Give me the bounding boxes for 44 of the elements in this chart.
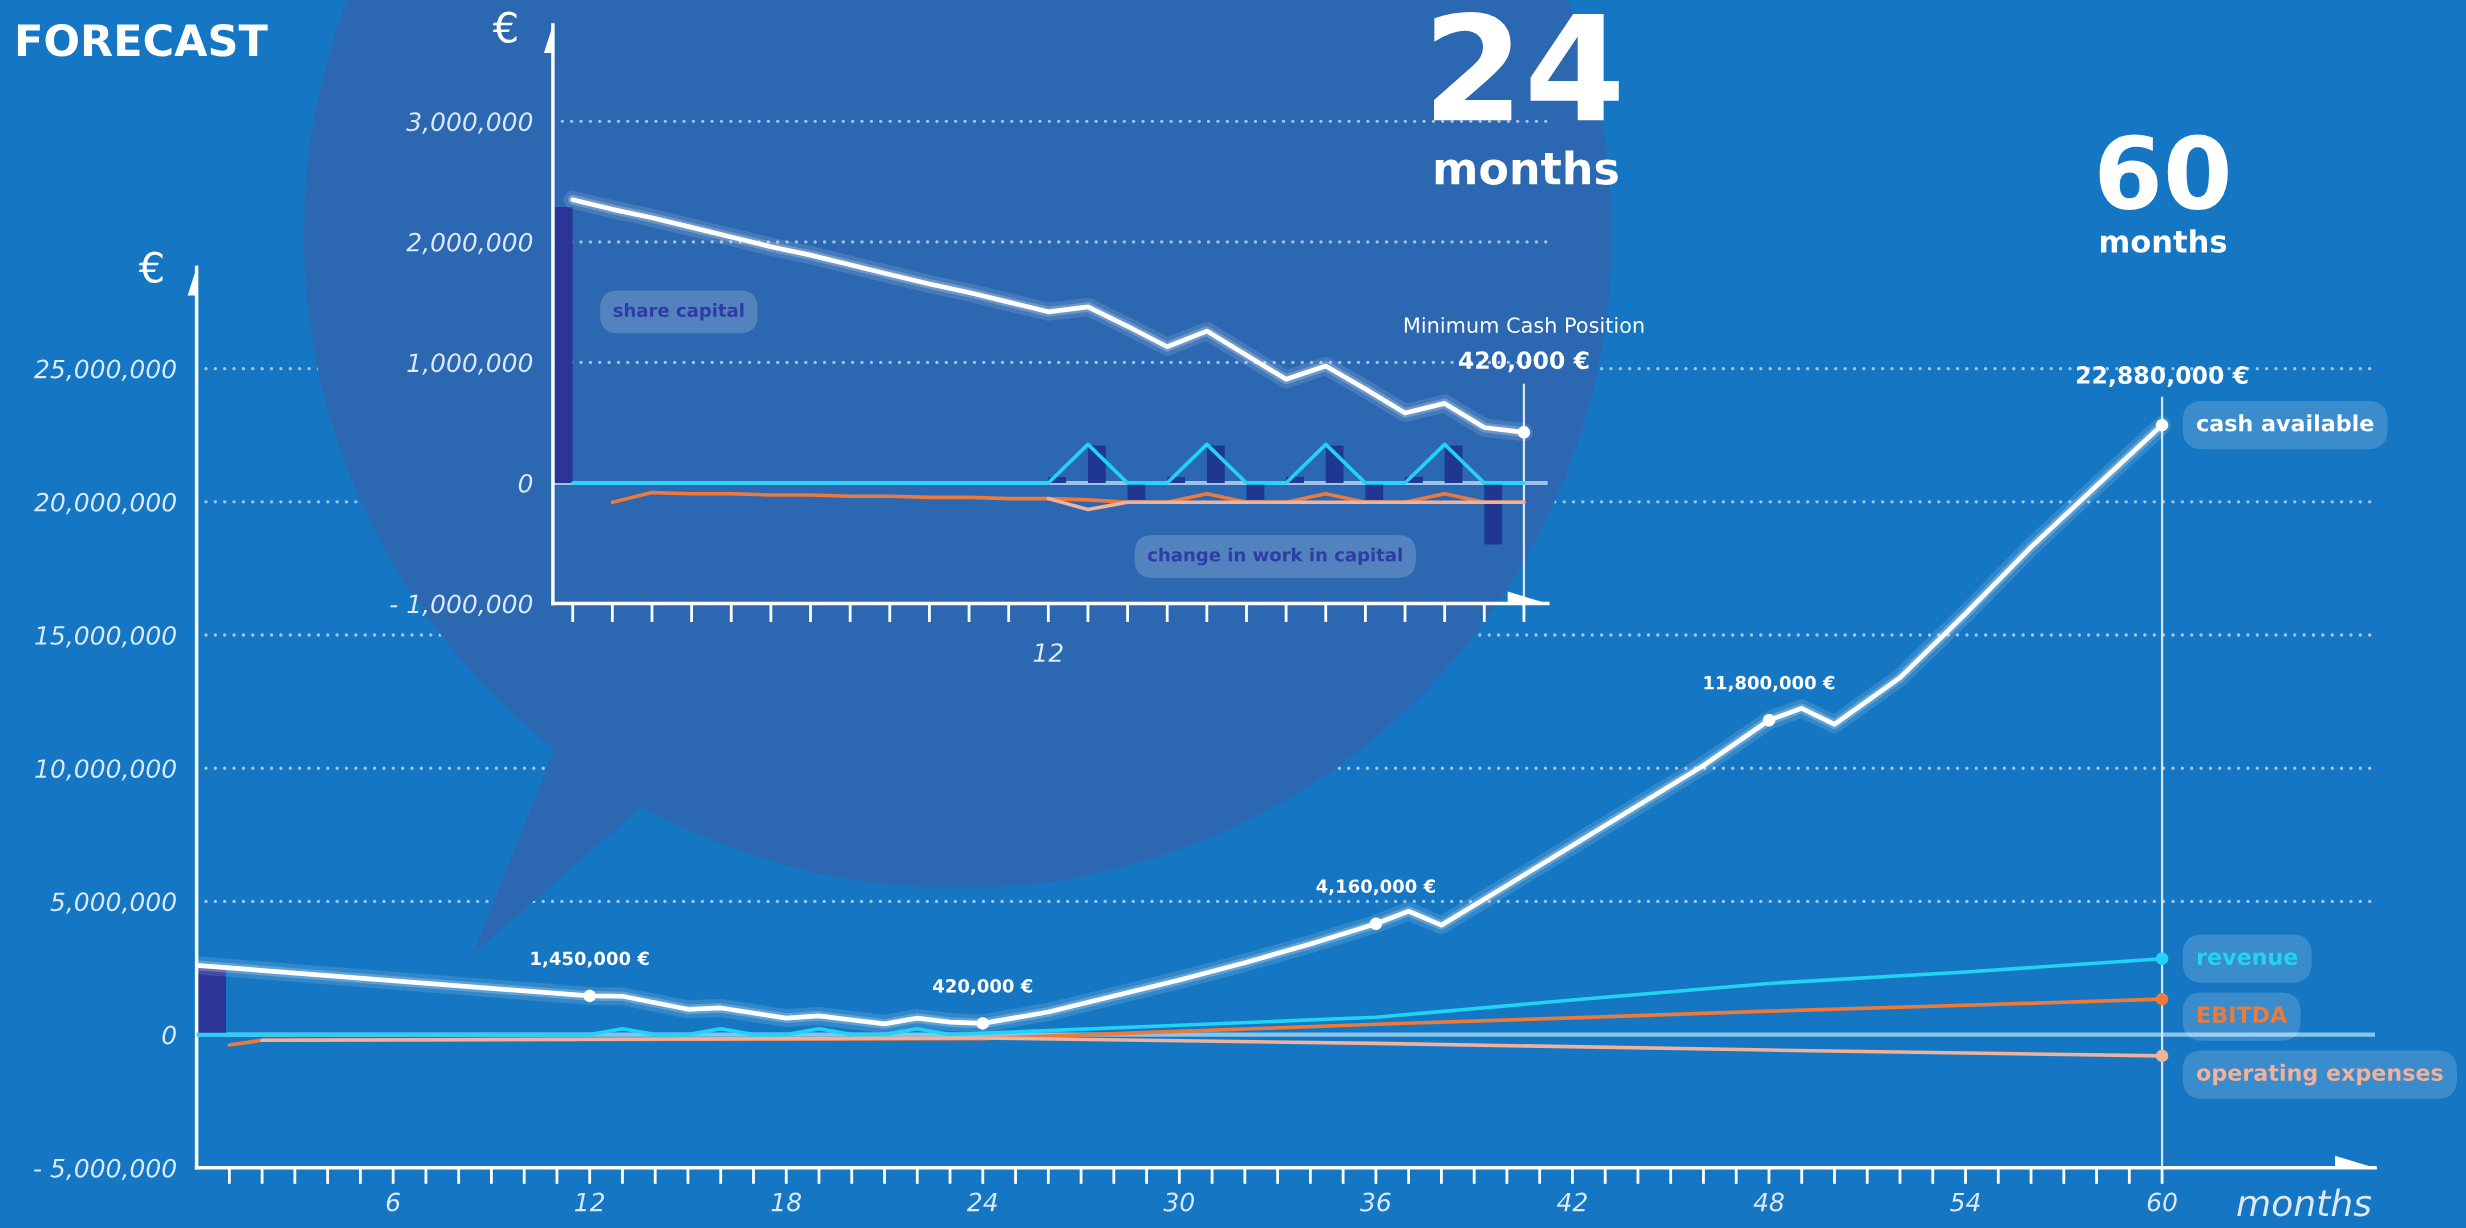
series-label: revenue [2197,952,2298,966]
x-tick-label: 54 [1950,1192,1980,1212]
x-tick-label: 30 [1163,1192,1194,1212]
x-tick-label: 12 [1033,643,1063,662]
series-label: cash available [2197,414,2374,432]
x-tick-label: 36 [1360,1192,1391,1212]
x-tick-label: 18 [771,1192,802,1212]
y-tick-label: - 5,000,000 [34,1158,176,1181]
y-axis-title: € [138,251,163,284]
y-tick-label: 3,000,000 [406,112,533,134]
chart-title: FORECAST [17,23,268,57]
annotation: Minimum Cash Position [1404,316,1644,334]
data-label: 420,000 € [933,979,1033,995]
data-label: 4,160,000 € [1316,879,1435,896]
y-tick-label: 20,000,000 [34,492,176,515]
text: change in work in capital [1148,547,1402,566]
x-tick-label: 42 [1556,1192,1587,1212]
data-label: 22,880,000 € [2076,366,2248,387]
text: 60 [2099,134,2228,211]
y-tick-label: 15,000,000 [35,625,176,648]
x-tick-label: 6 [386,1192,400,1212]
text: share capital [613,303,744,321]
data-label: 420,000 € [1458,351,1589,373]
series-label: EBITDA [2198,1006,2288,1023]
y-axis-title: € [492,11,517,44]
y-tick-label: 0 [162,1025,176,1045]
x-tick-label: 48 [1753,1192,1784,1212]
data-label: 11,800,000 € [1704,675,1835,692]
text: months [2100,229,2227,253]
y-tick-label: 10,000,000 [35,759,176,781]
y-tick-label: - 1,000,000 [390,594,533,616]
y-tick-label: 5,000,000 [50,892,176,914]
x-tick-label: 60 [2147,1192,2177,1212]
annotation: 24 [1434,12,1619,121]
y-tick-label: 2,000,000 [406,232,533,255]
series-label: operating expenses [2197,1063,2443,1086]
y-tick-label: 25,000,000 [34,359,176,382]
y-tick-label: 1,000,000 [407,353,533,375]
x-tick-label: 24 [966,1192,997,1212]
x-tick-label: 12 [575,1192,605,1212]
data-label: 1,450,000 € [531,951,649,968]
annotation: months [1435,150,1618,185]
x-axis-title: months [2237,1188,2372,1217]
y-tick-label: 0 [518,473,533,493]
